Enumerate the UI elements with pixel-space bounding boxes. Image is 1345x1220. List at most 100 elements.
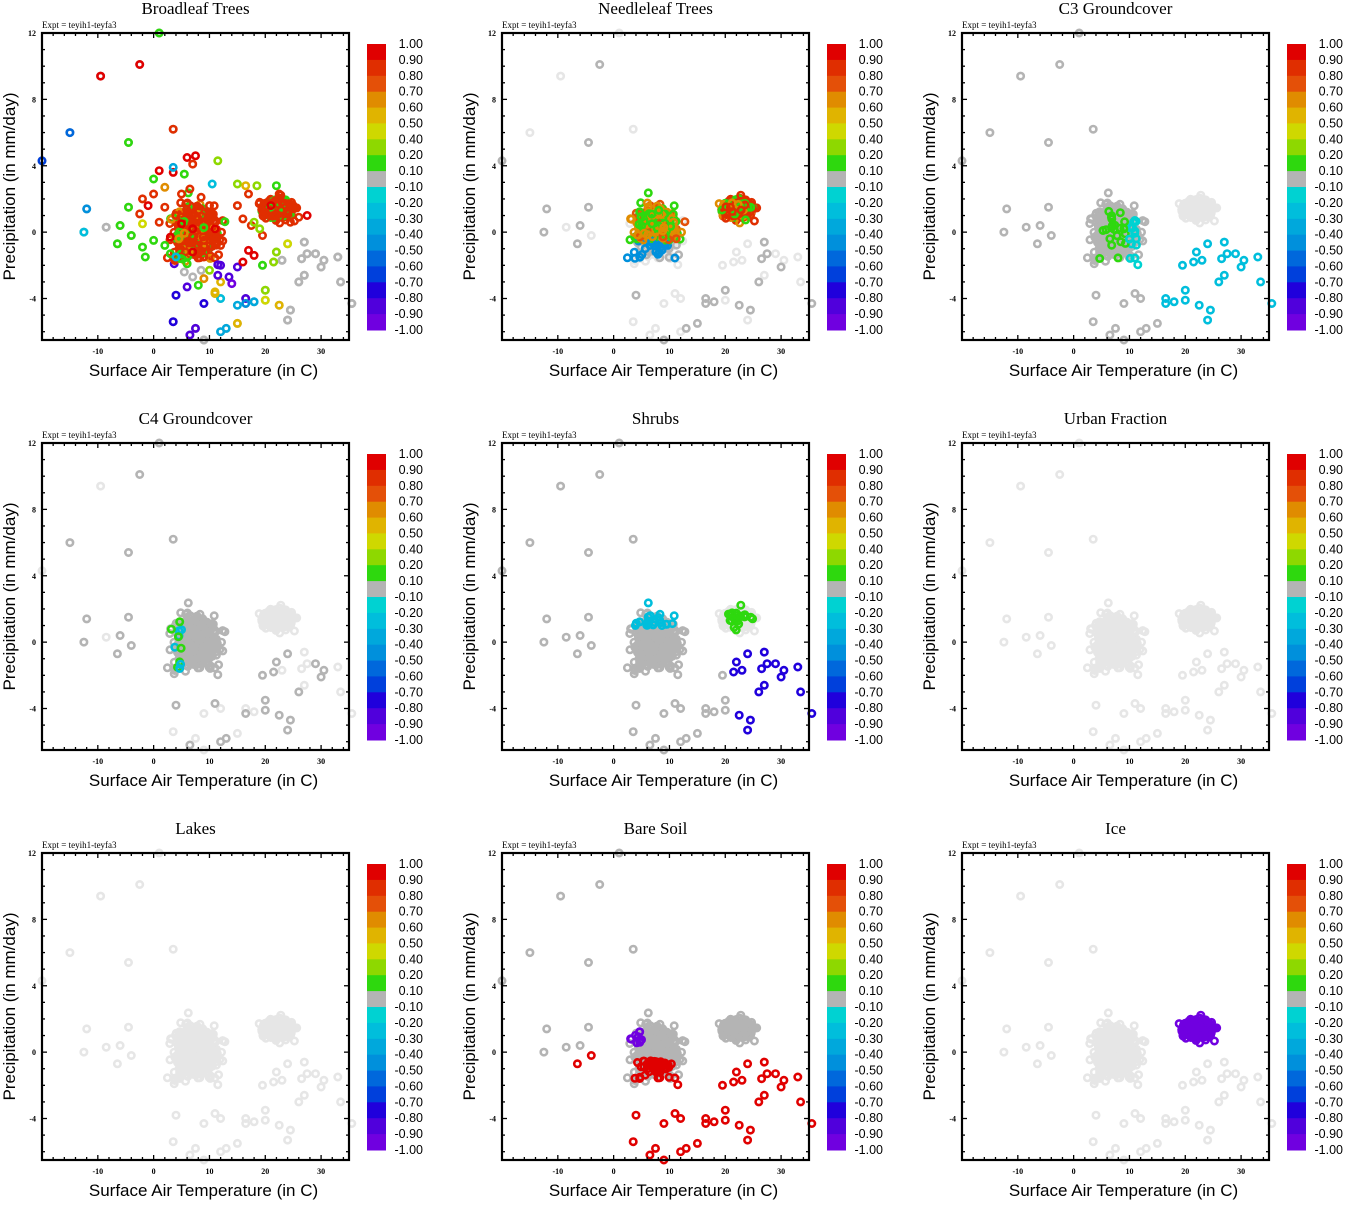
colorbar-swatch — [827, 597, 846, 613]
data-point — [206, 202, 212, 208]
colorbar-swatch — [827, 314, 846, 330]
data-point — [67, 539, 73, 545]
colorbar-label: 0.50 — [399, 116, 423, 130]
data-point — [190, 161, 196, 167]
chart-title: Needleleaf Trees — [598, 0, 713, 18]
data-point — [1105, 190, 1111, 196]
data-point — [711, 299, 717, 305]
data-point — [1190, 259, 1196, 265]
data-point — [1045, 204, 1051, 210]
colorbar-swatch — [1287, 76, 1306, 92]
data-point — [677, 295, 683, 301]
data-point — [181, 171, 187, 177]
y-tick-label: 8 — [32, 505, 36, 514]
colorbar-label: -0.50 — [395, 244, 424, 258]
colorbar-label: 0.10 — [859, 164, 883, 178]
data-point — [1182, 297, 1188, 303]
colorbar-label: -0.10 — [395, 180, 424, 194]
colorbar-swatch — [1287, 203, 1306, 219]
data-point — [128, 642, 134, 648]
data-point — [733, 249, 739, 255]
data-point — [150, 191, 156, 197]
data-point — [128, 232, 134, 238]
colorbar: 1.000.900.800.700.600.500.400.200.10-0.1… — [367, 447, 423, 747]
data-point — [795, 664, 801, 670]
colorbar-label: -0.20 — [855, 196, 884, 210]
data-point — [223, 735, 229, 741]
colorbar-label: 0.60 — [859, 101, 883, 115]
data-point — [751, 628, 757, 634]
colorbar-label: 0.10 — [399, 164, 423, 178]
colorbar-label: 0.20 — [399, 148, 423, 162]
data-point — [150, 176, 156, 182]
data-point — [243, 710, 249, 716]
data-point — [84, 206, 90, 212]
data-point — [624, 665, 630, 671]
colorbar-label: -0.60 — [1315, 259, 1344, 273]
data-point — [630, 536, 636, 542]
data-point — [287, 717, 293, 723]
colorbar-swatch — [367, 219, 386, 235]
data-point — [744, 727, 750, 733]
colorbar: 1.000.900.800.700.600.500.400.200.10-0.1… — [827, 447, 883, 747]
y-tick-label: 12 — [28, 439, 36, 448]
data-point — [162, 184, 168, 190]
data-point — [1034, 241, 1040, 247]
y-tick-label: 12 — [28, 29, 36, 38]
colorbar-label: 0.90 — [399, 53, 423, 67]
data-point — [1218, 256, 1224, 262]
data-point — [243, 183, 249, 189]
colorbar-label: -0.40 — [1315, 228, 1344, 242]
data-point — [184, 284, 190, 290]
data-point — [156, 219, 162, 225]
colorbar-label: 0.60 — [399, 511, 423, 525]
colorbar-label: -0.90 — [395, 307, 424, 321]
colorbar-label: -0.60 — [395, 669, 424, 683]
data-point — [772, 661, 778, 667]
colorbar-label: -1.00 — [395, 733, 424, 747]
data-point — [234, 730, 240, 736]
data-point — [795, 254, 801, 260]
y-tick-label: 4 — [952, 162, 956, 171]
data-point — [296, 689, 302, 695]
data-point — [557, 73, 563, 79]
data-point — [1023, 224, 1029, 230]
data-point — [1137, 295, 1143, 301]
colorbar-label: 1.00 — [399, 447, 423, 461]
data-point — [139, 196, 145, 202]
colorbar-swatch — [827, 44, 846, 60]
x-axis-label: Surface Air Temperature (in C) — [1009, 361, 1238, 380]
colorbar-label: -0.80 — [1315, 291, 1344, 305]
data-point — [585, 204, 591, 210]
data-point — [234, 202, 240, 208]
colorbar-label: -0.30 — [855, 212, 884, 226]
data-point — [677, 705, 683, 711]
colorbar-label: -0.50 — [855, 244, 884, 258]
data-point — [744, 651, 750, 657]
data-point — [304, 212, 310, 218]
data-point — [170, 126, 176, 132]
x-axis-label: Surface Air Temperature (in C) — [89, 361, 318, 380]
colorbar-swatch — [367, 251, 386, 267]
colorbar-label: 0.70 — [859, 85, 883, 99]
data-point — [192, 325, 198, 331]
colorbar-label: 0.70 — [399, 85, 423, 99]
data-point — [257, 199, 263, 205]
data-point — [1211, 218, 1217, 224]
data-point — [563, 634, 569, 640]
y-tick-label: 4 — [492, 162, 496, 171]
colorbar-label: -0.50 — [395, 654, 424, 668]
data-point — [198, 194, 204, 200]
data-point — [1221, 239, 1227, 245]
colorbar-swatch — [827, 581, 846, 597]
colorbar-swatch — [367, 661, 386, 677]
data-point — [1045, 139, 1051, 145]
data-point — [1207, 307, 1213, 313]
data-point — [262, 287, 268, 293]
data-point — [588, 232, 594, 238]
data-point — [137, 471, 143, 477]
x-tick-label: 0 — [1072, 347, 1076, 356]
colorbar-label: -0.40 — [855, 228, 884, 242]
colorbar-swatch — [827, 565, 846, 581]
